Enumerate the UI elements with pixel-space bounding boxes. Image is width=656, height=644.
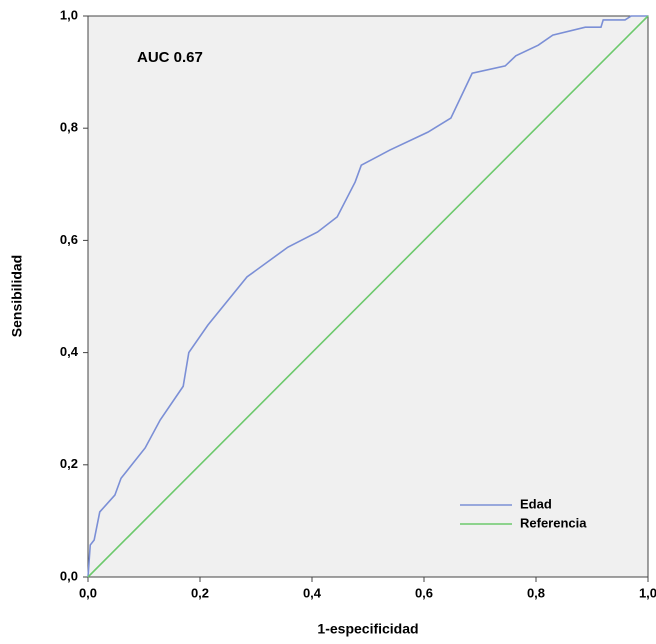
y-tick-label: 0,8 — [60, 120, 78, 135]
y-tick-label: 1,0 — [60, 7, 78, 22]
x-tick-label: 0,2 — [191, 585, 209, 600]
x-axis-label: 1-especificidad — [317, 621, 418, 637]
x-tick-label: 0,0 — [79, 585, 97, 600]
x-tick-label: 0,4 — [303, 585, 322, 600]
series-line — [87, 15, 649, 578]
x-tick-label: 0,8 — [527, 585, 545, 600]
y-axis-label: Sensibilidad — [9, 255, 25, 337]
legend-label: Edad — [520, 496, 552, 511]
y-tick-label: 0,0 — [60, 568, 78, 583]
legend-label: Referencia — [520, 515, 587, 530]
y-tick-label: 0,2 — [60, 456, 78, 471]
series-line — [87, 15, 648, 578]
annotation: AUC 0.67 — [137, 49, 203, 66]
x-tick-label: 1,0 — [639, 585, 656, 600]
x-tick-label: 0,6 — [415, 585, 433, 600]
y-tick-label: 0,6 — [60, 232, 78, 247]
y-tick-label: 0,4 — [60, 344, 79, 359]
